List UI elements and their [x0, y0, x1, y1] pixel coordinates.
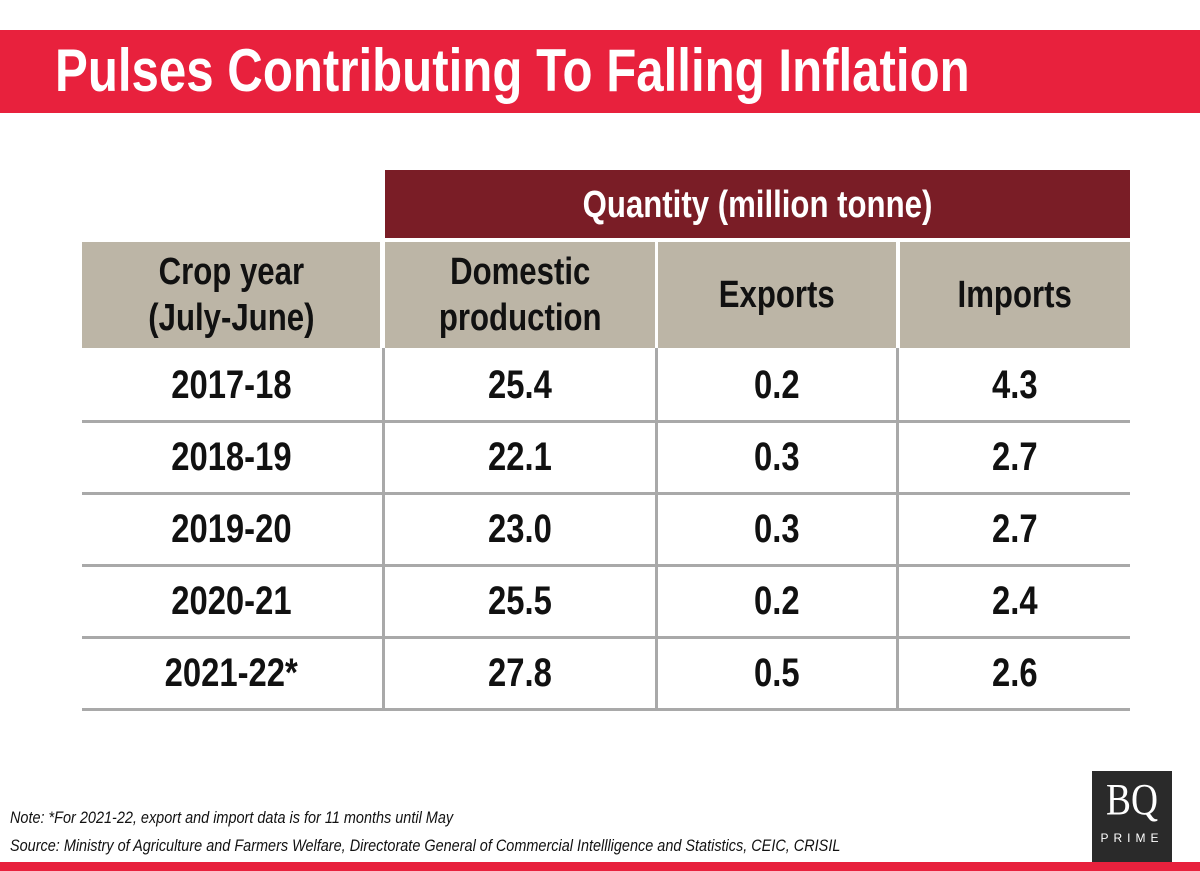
cell-value: 25.5: [488, 578, 552, 623]
row-divider: [82, 636, 1130, 639]
column-header: Domestic production: [385, 242, 655, 348]
row-divider: [82, 564, 1130, 567]
table-cell: 0.5: [658, 638, 896, 708]
column-header-line: Imports: [957, 274, 1073, 316]
cell-value: 25.4: [488, 362, 552, 407]
table-cell: 0.2: [658, 566, 896, 636]
column-divider: [896, 348, 899, 708]
cell-value: 2.7: [992, 434, 1038, 479]
table-cell: 2021-22*: [82, 638, 380, 708]
source-note: Source: Ministry of Agriculture and Farm…: [10, 836, 841, 855]
cell-value: 0.3: [754, 434, 800, 479]
logo-main: BQ: [1106, 775, 1158, 824]
bq-prime-logo: BQ PRIME: [1092, 771, 1172, 862]
group-header-quantity: Quantity (million tonne): [385, 170, 1130, 238]
table-cell: 0.3: [658, 422, 896, 492]
column-header-line: production: [438, 297, 602, 339]
column-header: Imports: [900, 242, 1130, 348]
row-divider: [82, 492, 1130, 495]
cell-value: 0.2: [754, 578, 800, 623]
column-header-line: Exports: [718, 274, 836, 316]
table-cell: 0.3: [658, 494, 896, 564]
cell-value: 27.8: [488, 650, 552, 695]
cell-value: 0.5: [754, 650, 800, 695]
cell-value: 22.1: [488, 434, 552, 479]
table-cell: 23.0: [385, 494, 655, 564]
cell-value: 2020-21: [170, 578, 292, 623]
table-cell: 2018-19: [82, 422, 380, 492]
cell-value: 2.6: [992, 650, 1038, 695]
cell-value: 23.0: [488, 506, 552, 551]
title-band: [0, 30, 1200, 113]
table-cell: 2020-21: [82, 566, 380, 636]
column-header-line: Crop year: [158, 251, 304, 293]
group-header-label: Quantity (million tonne): [582, 184, 933, 226]
table-cell: 25.4: [385, 350, 655, 420]
cell-value: 2.4: [992, 578, 1038, 623]
row-divider: [82, 420, 1130, 423]
cell-value: 0.2: [754, 362, 800, 407]
table-cell: 25.5: [385, 566, 655, 636]
cell-value: 2017-18: [170, 362, 292, 407]
bottom-bar: [0, 862, 1200, 871]
table-cell: 2019-20: [82, 494, 380, 564]
column-header-line: (July-June): [147, 297, 315, 339]
row-divider: [82, 708, 1130, 711]
footnote: Note: *For 2021-22, export and import da…: [10, 808, 454, 827]
table-cell: 0.2: [658, 350, 896, 420]
page-title: Pulses Contributing To Falling Inflation: [55, 37, 970, 104]
table-cell: 2.4: [900, 566, 1130, 636]
column-header: Crop year (July-June): [82, 242, 380, 348]
table-cell: 2.7: [900, 422, 1130, 492]
table-cell: 2017-18: [82, 350, 380, 420]
cell-value: 2019-20: [170, 506, 292, 551]
column-divider: [382, 348, 385, 708]
cell-value: 4.3: [992, 362, 1038, 407]
column-header-line: Domestic: [449, 251, 591, 293]
cell-value: 2.7: [992, 506, 1038, 551]
table-cell: 2.6: [900, 638, 1130, 708]
table-cell: 27.8: [385, 638, 655, 708]
column-divider: [655, 348, 658, 708]
table-cell: 4.3: [900, 350, 1130, 420]
cell-value: 0.3: [754, 506, 800, 551]
table-cell: 22.1: [385, 422, 655, 492]
table-cell: 2.7: [900, 494, 1130, 564]
column-header: Exports: [658, 242, 896, 348]
logo-sub: PRIME: [1100, 831, 1164, 845]
cell-value: 2021-22*: [164, 650, 298, 695]
cell-value: 2018-19: [170, 434, 292, 479]
